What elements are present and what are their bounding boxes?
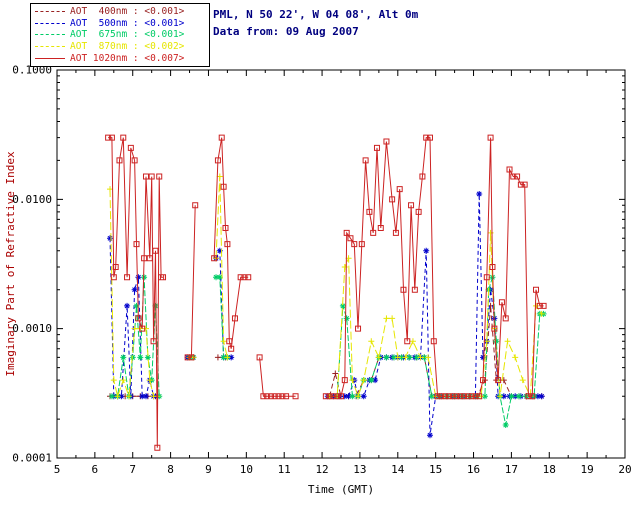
x-tick-label: 19 xyxy=(581,463,594,476)
x-tick-label: 16 xyxy=(467,463,480,476)
x-tick-label: 11 xyxy=(278,463,291,476)
y-tick-label: 0.0100 xyxy=(12,193,52,206)
legend-item-400nm: AOT 400nm : <0.001> xyxy=(35,6,205,17)
y-tick-label: 0.0010 xyxy=(12,322,52,335)
series-markers-500nm xyxy=(107,190,545,439)
x-tick-label: 13 xyxy=(353,463,366,476)
y-tick-label: 0.0001 xyxy=(12,452,52,465)
legend-label: AOT 870nm : <0.002> xyxy=(70,41,185,53)
axis-ticks xyxy=(56,69,626,459)
legend-line-sample xyxy=(35,58,65,60)
x-tick-label: 5 xyxy=(54,463,61,476)
x-tick-label: 7 xyxy=(129,463,136,476)
x-tick-label: 6 xyxy=(92,463,99,476)
legend-item-1020nm: AOT 1020nm : <0.007> xyxy=(35,53,205,64)
series-markers-870nm xyxy=(107,173,545,400)
x-tick-label: 20 xyxy=(618,463,631,476)
series-line-675nm xyxy=(111,276,544,426)
series-markers-675nm xyxy=(108,274,547,428)
legend-line-sample xyxy=(35,46,65,48)
x-tick-label: 12 xyxy=(315,463,328,476)
legend-item-870nm: AOT 870nm : <0.002> xyxy=(35,41,205,52)
legend-line-sample xyxy=(35,34,65,36)
series-markers-1020nm xyxy=(105,134,547,451)
header-block: PML, N 50 22', W 04 08', Alt 0m Data fro… xyxy=(213,6,418,40)
series-line-1020nm xyxy=(108,137,544,448)
date-info: Data from: 09 Aug 2007 xyxy=(213,25,359,38)
plot-frame xyxy=(56,69,626,459)
legend-label: AOT 1020nm : <0.007> xyxy=(70,53,185,65)
legend-label: AOT 675nm : <0.001> xyxy=(70,29,185,41)
x-tick-label: 17 xyxy=(505,463,518,476)
x-tick-label: 10 xyxy=(240,463,253,476)
x-tick-label: 8 xyxy=(167,463,174,476)
legend-item-675nm: AOT 675nm : <0.001> xyxy=(35,29,205,40)
series-line-400nm xyxy=(110,305,542,397)
legend-item-500nm: AOT 500nm : <0.001> xyxy=(35,18,205,29)
x-tick-label: 15 xyxy=(429,463,442,476)
legend-label: AOT 500nm : <0.001> xyxy=(70,17,185,29)
legend-box: AOT 400nm : <0.001> AOT 500nm : <0.001> AO… xyxy=(30,3,210,67)
x-tick-label: 18 xyxy=(543,463,556,476)
legend-label: AOT 400nm : <0.001> xyxy=(70,5,185,17)
x-tick-label: 9 xyxy=(205,463,212,476)
y-axis-title: Imaginary Part of Refractive Index xyxy=(4,151,17,377)
series-markers-400nm xyxy=(107,302,545,400)
legend-line-sample xyxy=(35,10,65,12)
x-axis-title: Time (GMT) xyxy=(308,483,374,496)
site-info: PML, N 50 22', W 04 08', Alt 0m xyxy=(213,8,419,21)
series-line-870nm xyxy=(109,176,543,399)
x-tick-label: 14 xyxy=(391,463,405,476)
legend-line-sample xyxy=(35,22,65,24)
